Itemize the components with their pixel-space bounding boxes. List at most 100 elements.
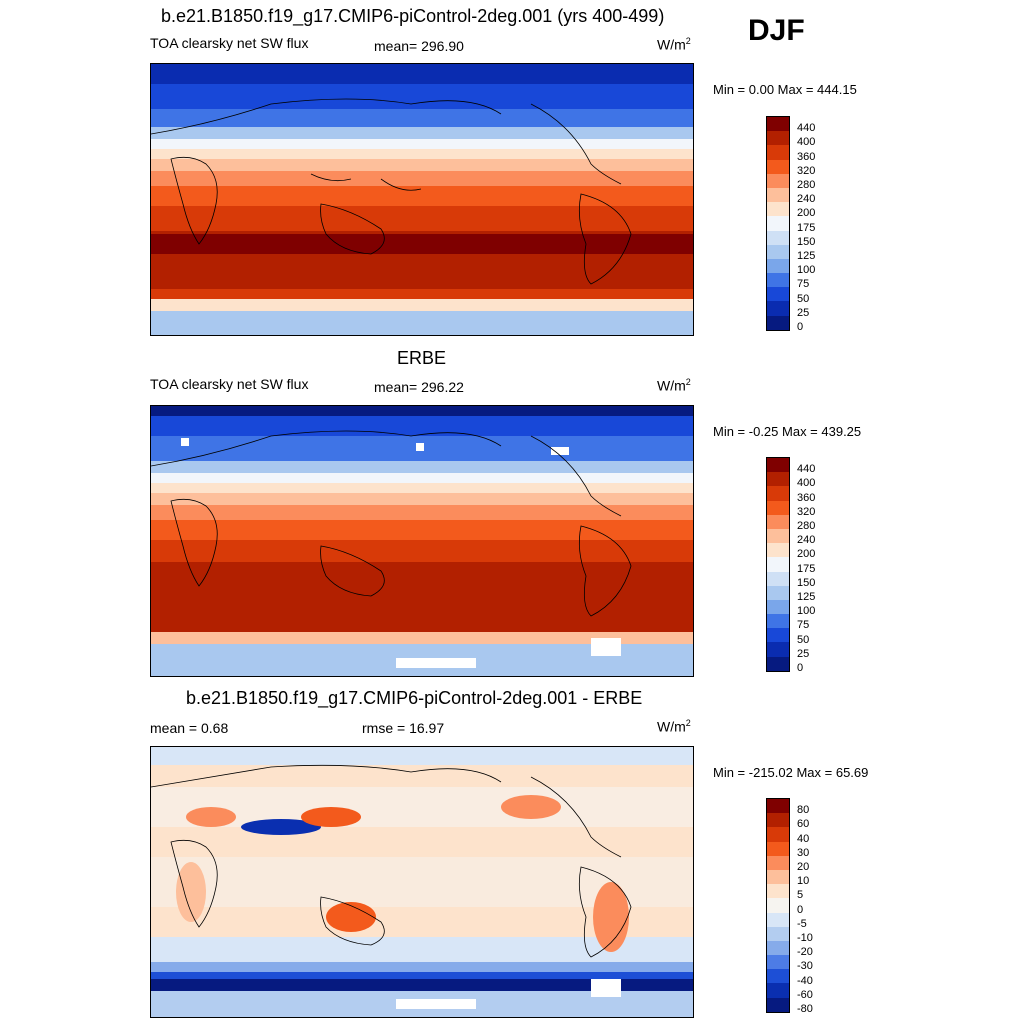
panel1-units: W/m2 xyxy=(657,36,691,53)
panel2-colorbar-segment xyxy=(767,528,789,544)
panel3-colorbar-segment xyxy=(767,869,789,885)
panel3-colorbar-tick-label: -40 xyxy=(797,974,813,987)
panel2-colorbar-segment xyxy=(767,543,789,558)
panel1-colorbar-segment xyxy=(767,244,789,259)
panel3-colorbar-segment xyxy=(767,827,789,842)
panel2-colorbar-segment xyxy=(767,656,789,671)
panel3-colorbar-tick-label: -10 xyxy=(797,931,813,944)
panel3-colorbar-tick-label: -60 xyxy=(797,988,813,1001)
panel2-colorbar-segment xyxy=(767,571,789,586)
panel3-colorbar-tick-label: 30 xyxy=(797,846,810,859)
panel1-colorbar-segment xyxy=(767,287,789,302)
panel2-mean-label: mean= 296.22 xyxy=(374,379,464,395)
panel2-colorbar-tick-label: 100 xyxy=(797,605,816,618)
panel2-colorbar-tick-label: 440 xyxy=(797,463,816,476)
panel3-colorbar-tick-label: -30 xyxy=(797,960,813,973)
panel3-colorbar-segment xyxy=(767,983,789,998)
panel2-colorbar-segment xyxy=(767,585,789,600)
panel2-colorbar-segment xyxy=(767,614,789,629)
panel1-colorbar-segment xyxy=(767,145,789,160)
panel3-colorbar-tick-label: 10 xyxy=(797,875,810,888)
panel1-colorbar-tick-label: 240 xyxy=(797,193,816,206)
panel1-colorbar-segment xyxy=(767,173,789,188)
panel1-colorbar-tick-label: 100 xyxy=(797,264,816,277)
panel3-colorbar-segment xyxy=(767,855,789,870)
panel2-colorbar-segment xyxy=(767,628,789,643)
panel1-colorbar-segment xyxy=(767,258,789,274)
panel1-colorbar-tick-label: 320 xyxy=(797,164,816,177)
panel2-variable-label: TOA clearsky net SW flux xyxy=(150,376,309,392)
panel2-colorbar-segment xyxy=(767,486,789,501)
panel2-colorbar-tick-label: 0 xyxy=(797,661,804,674)
panel2-colorbar-segment xyxy=(767,557,789,572)
panel1-colorbar-segment xyxy=(767,301,789,316)
panel2-colorbar-segment xyxy=(767,500,789,515)
panel1-colorbar-tick-label: 440 xyxy=(797,122,816,135)
panel2-colorbar-tick-label: 400 xyxy=(797,477,816,490)
panel2-colorbar-segment xyxy=(767,458,789,473)
panel3-colorbar-tick-label: -80 xyxy=(797,1002,813,1015)
panel2-colorbar-tick-label: 200 xyxy=(797,548,816,561)
panel3-colorbar-tick-label: 5 xyxy=(797,889,804,902)
panel2-colorbar-tick-label: 125 xyxy=(797,590,816,603)
panel1-mean-label: mean= 296.90 xyxy=(374,38,464,54)
panel3-colorbar-segment xyxy=(767,841,789,856)
panel3-rmse-label: rmse = 16.97 xyxy=(362,720,445,736)
panel2-colorbar-segment xyxy=(767,599,789,615)
panel1-variable-label: TOA clearsky net SW flux xyxy=(150,35,309,51)
panel2-colorbar-tick-label: 320 xyxy=(797,505,816,518)
panel2-colorbar-segment xyxy=(767,514,789,529)
panel3-colorbar-segment xyxy=(767,955,789,970)
panel1-colorbar-tick-label: 75 xyxy=(797,278,810,291)
panel3-title: b.e21.B1850.f19_g17.CMIP6-piControl-2deg… xyxy=(186,688,643,708)
panel3-colorbar-tick-label: 60 xyxy=(797,818,810,831)
panel2-title: ERBE xyxy=(397,348,447,368)
panel3-colorbar xyxy=(766,798,790,1013)
panel1-colorbar-segment xyxy=(767,202,789,217)
panel2-colorbar-tick-label: 175 xyxy=(797,562,816,575)
panel1-colorbar-tick-label: 360 xyxy=(797,150,816,163)
panel1-title: b.e21.B1850.f19_g17.CMIP6-piControl-2deg… xyxy=(161,6,665,26)
panel1-colorbar-segment xyxy=(767,131,789,146)
panel3-colorbar-tick-label: 80 xyxy=(797,804,810,817)
panel3-colorbar-segment xyxy=(767,997,789,1012)
panel3-colorbar-tick-label: 20 xyxy=(797,860,810,873)
panel3-colorbar-segment xyxy=(767,898,789,913)
panel2-colorbar xyxy=(766,457,790,672)
panel2-colorbar-segment xyxy=(767,472,789,487)
panel3-minmax: Min = -215.02 Max = 65.69 xyxy=(713,765,869,780)
panel3-colorbar-segment xyxy=(767,813,789,828)
panel1-colorbar-tick-label: 25 xyxy=(797,306,810,319)
panel3-colorbar-segment xyxy=(767,926,789,941)
panel1-colorbar-tick-label: 400 xyxy=(797,136,816,149)
panel3-map xyxy=(150,746,694,1018)
panel1-colorbar-tick-label: 200 xyxy=(797,207,816,220)
panel1-colorbar-segment xyxy=(767,117,789,132)
panel3-colorbar-tick-label: -20 xyxy=(797,946,813,959)
panel1-colorbar-tick-label: 0 xyxy=(797,320,804,333)
panel3-units: W/m2 xyxy=(657,718,691,735)
panel3-colorbar-tick-label: 40 xyxy=(797,832,810,845)
panel2-colorbar-tick-label: 360 xyxy=(797,491,816,504)
panel1-colorbar-segment xyxy=(767,187,789,203)
panel1-colorbar xyxy=(766,116,790,331)
panel3-mean-label: mean = 0.68 xyxy=(150,720,229,736)
panel1-colorbar-segment xyxy=(767,230,789,245)
season-label: DJF xyxy=(748,14,805,47)
panel2-colorbar-tick-label: 280 xyxy=(797,519,816,532)
panel1-colorbar-tick-label: 125 xyxy=(797,249,816,262)
panel2-colorbar-tick-label: 50 xyxy=(797,633,810,646)
panel1-colorbar-tick-label: 50 xyxy=(797,292,810,305)
panel2-colorbar-tick-label: 25 xyxy=(797,647,810,660)
panel1-colorbar-segment xyxy=(767,273,789,288)
panel1-colorbar-tick-label: 150 xyxy=(797,235,816,248)
panel3-colorbar-segment xyxy=(767,884,789,899)
panel3-colorbar-segment xyxy=(767,799,789,814)
panel3-colorbar-segment xyxy=(767,912,789,927)
panel3-colorbar-segment xyxy=(767,940,789,956)
panel2-colorbar-tick-label: 150 xyxy=(797,576,816,589)
panel2-minmax: Min = -0.25 Max = 439.25 xyxy=(713,424,862,439)
panel2-colorbar-tick-label: 240 xyxy=(797,534,816,547)
panel1-map xyxy=(150,63,694,336)
panel1-colorbar-tick-label: 175 xyxy=(797,221,816,234)
